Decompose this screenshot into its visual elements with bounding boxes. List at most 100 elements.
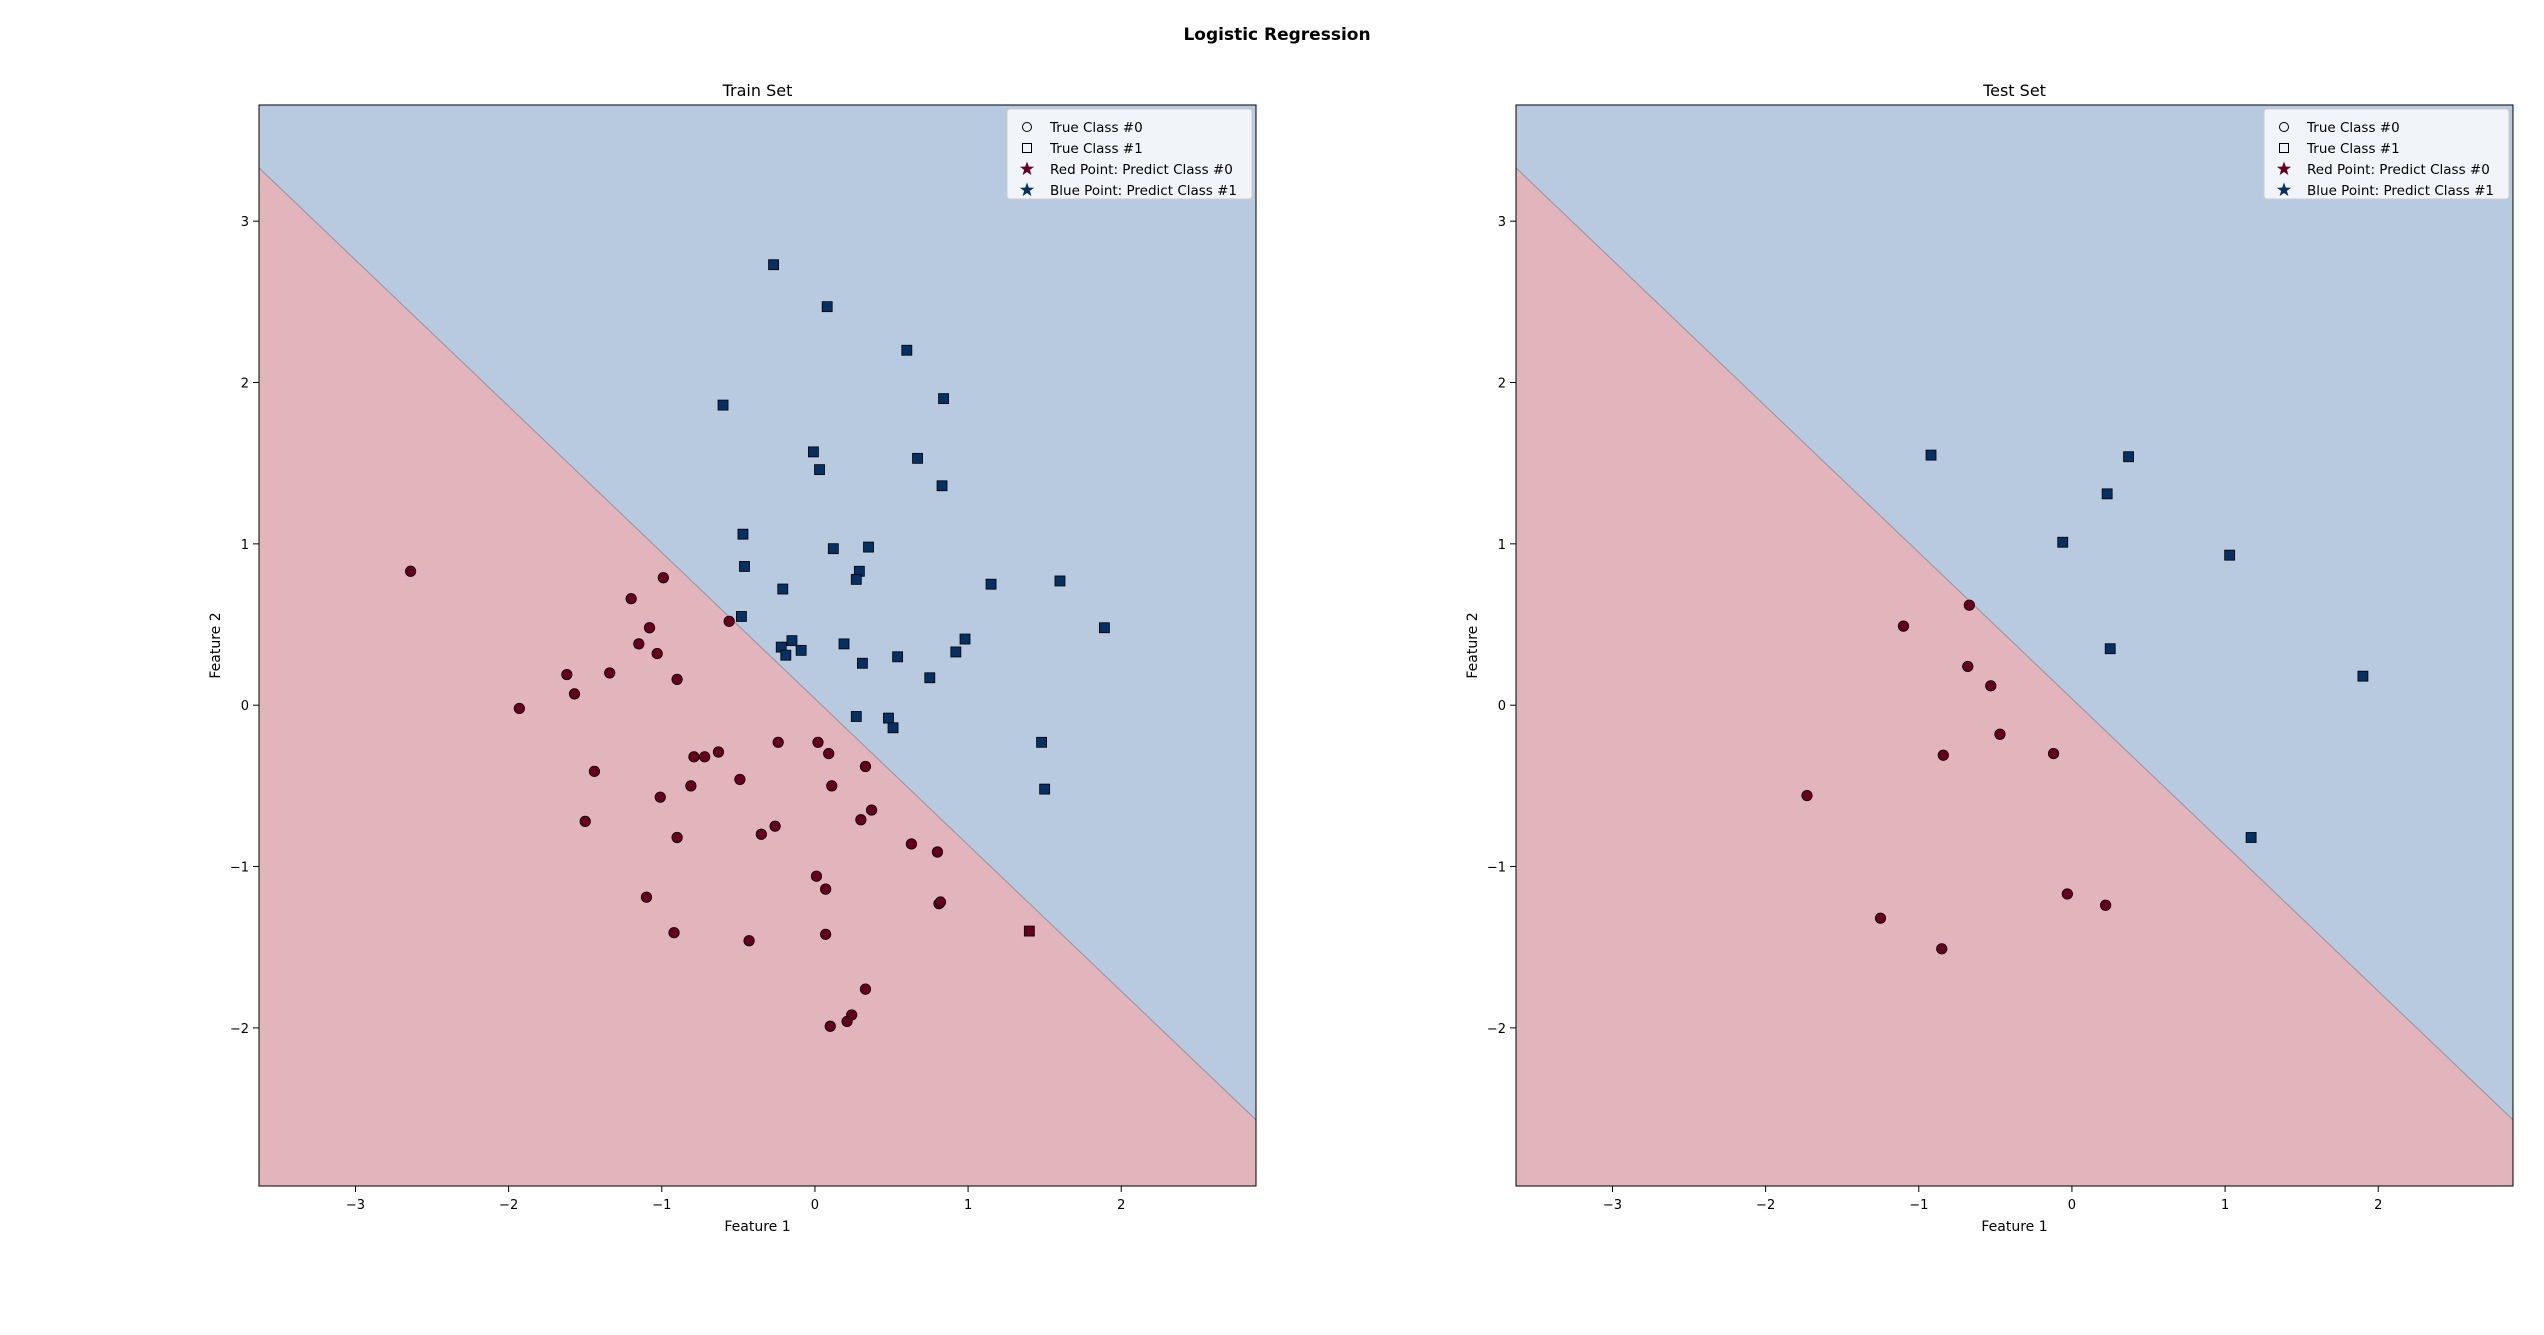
data-point-true-class-0 bbox=[588, 765, 600, 777]
test-legend-box bbox=[2263, 108, 2510, 200]
data-point-true-class-1 bbox=[786, 635, 798, 647]
data-point-true-class-0 bbox=[2100, 899, 2112, 911]
data-point-true-class-1 bbox=[936, 480, 948, 492]
y-tick-label: 2 bbox=[241, 377, 249, 392]
x-tick-label: −2 bbox=[1756, 1198, 1775, 1213]
data-point-true-class-1 bbox=[717, 399, 729, 411]
x-tick-label: −3 bbox=[346, 1198, 365, 1213]
data-point-true-class-0 bbox=[1994, 728, 2006, 740]
data-point-true-class-0 bbox=[1897, 620, 1910, 632]
test-legend-predict-class-1: Blue Point: Predict Class #1 bbox=[2276, 182, 2494, 199]
y-tick-label: 0 bbox=[1498, 699, 1506, 714]
data-point-true-class-0 bbox=[671, 673, 683, 685]
data-point-true-class-0 bbox=[823, 747, 835, 760]
data-point-true-class-0 bbox=[824, 1020, 836, 1032]
data-point-true-class-0 bbox=[1962, 660, 1974, 673]
legend-label: True Class #0 bbox=[1049, 120, 1143, 136]
train-y-axis-label: Feature 2 bbox=[208, 612, 224, 678]
data-point-true-class-1 bbox=[780, 649, 792, 661]
data-point-true-class-1 bbox=[827, 543, 839, 555]
y-tick-label: 2 bbox=[1498, 377, 1506, 392]
data-point-true-class-1 bbox=[1925, 449, 1937, 461]
train-title: Train Set bbox=[722, 81, 793, 100]
data-point-true-class-0 bbox=[743, 935, 755, 947]
data-point-true-class-0 bbox=[769, 820, 781, 832]
legend-marker-shape bbox=[1019, 161, 1035, 176]
legend-label: True Class #1 bbox=[2306, 141, 2400, 157]
train-legend: True Class #0 True Class #1 Red Point: P… bbox=[1006, 108, 1253, 200]
y-tick-label: 0 bbox=[241, 699, 249, 714]
data-point-true-class-0 bbox=[2047, 747, 2060, 760]
data-point-true-class-0 bbox=[568, 688, 581, 700]
test-axes-frame bbox=[1515, 104, 2514, 1187]
data-point-true-class-1 bbox=[883, 712, 894, 724]
legend-square-marker bbox=[2279, 143, 2289, 153]
data-point-true-class-0 bbox=[859, 983, 872, 995]
train-y-ticks: −2 −1 0 1 2 3 bbox=[230, 215, 259, 1037]
data-point-true-class-1 bbox=[814, 464, 825, 476]
data-point-true-class-0 bbox=[772, 736, 784, 748]
x-tick-label: 0 bbox=[811, 1198, 819, 1213]
data-point-true-class-1 bbox=[2224, 549, 2236, 561]
legend-label: Red Point: Predict Class #0 bbox=[1050, 162, 1233, 178]
data-point-true-class-1 bbox=[887, 722, 899, 734]
x-tick-label: −1 bbox=[652, 1198, 671, 1213]
data-point-true-class-1 bbox=[901, 344, 913, 356]
y-tick-label: −2 bbox=[1487, 1022, 1506, 1037]
train-x-ticks: −3 −2 −1 0 1 2 bbox=[346, 1186, 1125, 1213]
data-point-true-class-1 bbox=[2057, 536, 2069, 548]
legend-label: Blue Point: Predict Class #1 bbox=[1050, 183, 1237, 199]
legend-marker-shape bbox=[2276, 161, 2292, 176]
legend-marker-shape bbox=[2276, 182, 2292, 197]
data-point-true-class-0 bbox=[579, 815, 591, 827]
y-tick-label: −2 bbox=[230, 1022, 249, 1037]
data-point-true-class-0 bbox=[841, 1015, 853, 1028]
y-tick-label: −1 bbox=[230, 861, 249, 876]
test-region-class1 bbox=[1516, 105, 2513, 1120]
data-point-true-class-0 bbox=[640, 891, 653, 903]
data-point-true-class-1 bbox=[807, 446, 819, 458]
data-point-true-class-1 bbox=[850, 573, 862, 585]
data-point-true-class-1 bbox=[959, 633, 971, 645]
x-tick-label: 1 bbox=[964, 1198, 972, 1213]
data-point-true-class-1 bbox=[795, 644, 807, 656]
x-tick-label: 0 bbox=[2068, 1198, 2076, 1213]
data-point-true-class-0 bbox=[820, 883, 832, 895]
test-legend-predict-class-0: Red Point: Predict Class #0 bbox=[2276, 161, 2490, 178]
legend-red-star-marker bbox=[1019, 161, 1035, 176]
data-point-true-class-0 bbox=[405, 565, 417, 577]
data-point-true-class-0 bbox=[1963, 599, 1975, 611]
train-points bbox=[405, 259, 1110, 1032]
data-point-true-class-0 bbox=[723, 615, 735, 627]
data-point-true-class-1 bbox=[838, 638, 850, 650]
train-legend-box bbox=[1006, 108, 1253, 200]
data-point-true-class-1 bbox=[2123, 451, 2134, 463]
data-point-true-class-0 bbox=[699, 751, 711, 763]
train-region-class1 bbox=[259, 105, 1256, 1120]
legend-red-star-marker bbox=[2276, 161, 2292, 176]
test-set-axes: −3 −2 −1 0 1 2 −2 −1 0 1 2 3 Test Set Feature 1 Fe… bbox=[1465, 81, 2514, 1235]
data-point-true-class-0 bbox=[625, 593, 637, 605]
x-tick-label: 2 bbox=[1117, 1198, 1125, 1213]
data-point-true-class-0 bbox=[826, 780, 838, 792]
train-set-axes: −3 −2 −1 0 1 2 −2 −1 0 1 2 3 Train Set Feature 1 F… bbox=[208, 81, 1257, 1235]
test-points bbox=[1801, 449, 2369, 955]
legend-square-marker bbox=[1022, 143, 1032, 153]
data-point-true-class-0 bbox=[934, 896, 947, 908]
data-point-true-class-1 bbox=[892, 651, 904, 663]
data-point-true-class-0 bbox=[654, 791, 666, 803]
data-point-true-class-0 bbox=[734, 773, 746, 786]
data-point-true-class-1 bbox=[2245, 832, 2257, 843]
data-point-true-class-0 bbox=[859, 760, 872, 773]
legend-blue-star-marker bbox=[1019, 182, 1035, 197]
data-point-true-class-1 bbox=[863, 541, 874, 553]
legend-marker-shape bbox=[1019, 182, 1035, 197]
data-point-true-class-1 bbox=[985, 578, 997, 590]
figure-title: Logistic Regression bbox=[1183, 25, 1370, 45]
test-title: Test Set bbox=[1982, 81, 2046, 100]
legend-circle-marker bbox=[1022, 122, 1032, 132]
y-tick-label: 3 bbox=[241, 215, 249, 230]
data-point-true-class-1 bbox=[1054, 575, 1066, 587]
data-point-true-class-0 bbox=[931, 846, 944, 858]
data-point-true-class-1 bbox=[737, 528, 749, 540]
